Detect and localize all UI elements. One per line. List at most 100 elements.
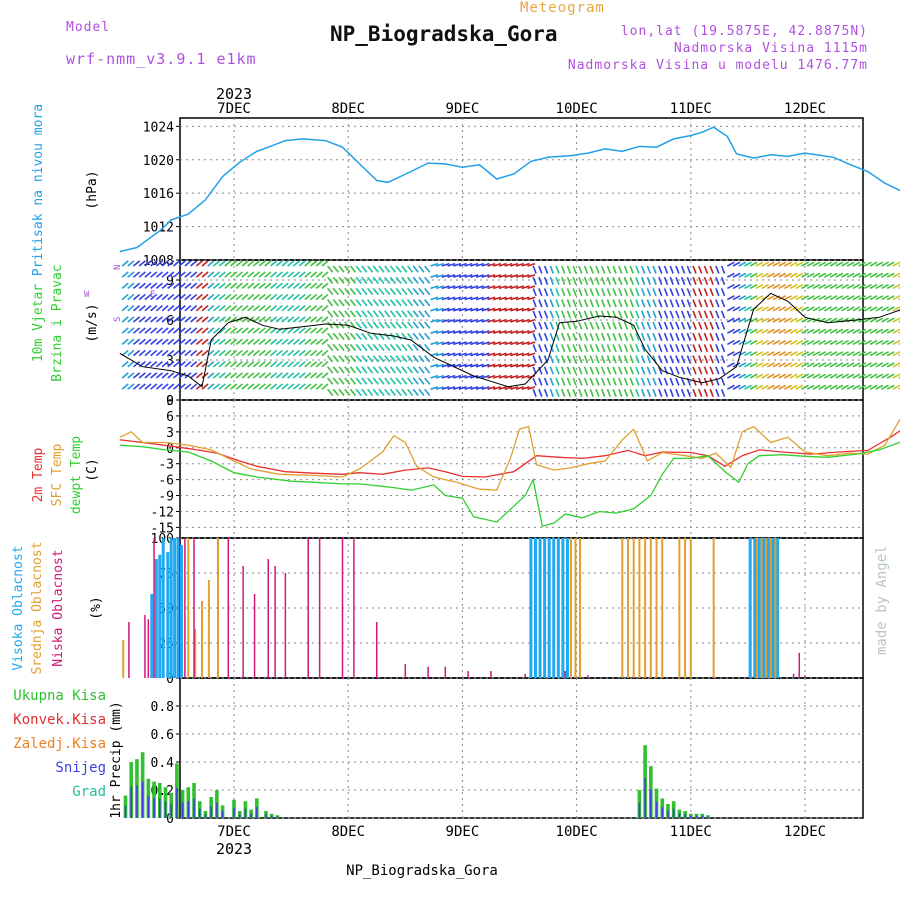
precip-snow-bar <box>164 801 167 818</box>
wind-barb <box>640 332 646 341</box>
wind-barb <box>475 296 484 301</box>
wind-barb <box>424 355 431 363</box>
wind-barb <box>281 361 289 368</box>
wind-barb <box>504 341 513 346</box>
wind-barb <box>640 265 646 274</box>
wind-barb <box>812 328 821 334</box>
precip-snow-bar <box>210 806 212 818</box>
wind-barb <box>498 330 507 334</box>
wind-barb <box>218 316 226 323</box>
wind-barb <box>566 332 572 341</box>
wind-barb <box>361 377 368 385</box>
wind-barb <box>543 276 549 285</box>
wind-barb <box>852 328 861 334</box>
wind-barb <box>606 276 612 285</box>
temp-2m-line <box>119 430 900 478</box>
wind-barb <box>680 344 686 353</box>
wind-barb <box>121 361 129 368</box>
wind-barb <box>801 283 809 290</box>
wind-barb <box>487 341 496 346</box>
wind-barb <box>195 361 203 368</box>
wind-barb <box>566 299 572 308</box>
wind-barb <box>298 338 306 346</box>
precip-snow-bar <box>153 797 155 818</box>
wind-barb <box>504 330 513 334</box>
wind-barb <box>441 274 450 278</box>
wind-barb <box>441 363 450 368</box>
wind-barb <box>270 383 278 390</box>
wind-barb <box>818 328 827 334</box>
wind-barb <box>366 388 374 396</box>
wind-barb <box>361 321 368 329</box>
wind-barb <box>132 271 141 278</box>
wind-barb <box>298 293 306 301</box>
wind-barb <box>824 261 832 267</box>
wind-barb <box>578 388 583 397</box>
wind-barb <box>401 310 408 318</box>
wind-barb <box>527 352 536 357</box>
wind-barb <box>640 288 646 297</box>
precip-snow-bar <box>204 814 207 818</box>
wind-barb <box>492 386 502 390</box>
wind-barb <box>327 377 334 385</box>
wind-barb <box>315 327 323 334</box>
wind-barb <box>138 349 146 357</box>
wind-barb <box>583 388 589 397</box>
wind-barb <box>663 265 669 274</box>
wind-barb <box>292 316 301 323</box>
wind-barb <box>835 283 844 290</box>
wind-barb <box>669 276 674 285</box>
y-tick-label: 0 <box>166 812 174 827</box>
wind-barb <box>304 316 312 323</box>
wind-barb <box>441 262 450 267</box>
wind-barb <box>292 260 301 267</box>
wind-barb <box>309 327 318 334</box>
wind-barb <box>612 366 617 375</box>
wind-barb <box>132 293 141 301</box>
y-tick-label: 6 <box>166 410 174 425</box>
wind-barb <box>829 261 838 267</box>
wind-barb <box>361 310 368 318</box>
wind-barb <box>401 388 408 396</box>
wind-barb <box>675 321 680 330</box>
wind-barb <box>766 328 775 334</box>
wind-barb <box>532 377 537 386</box>
wind-barb <box>366 265 374 273</box>
wind-barb <box>487 262 496 267</box>
wind-barb <box>384 287 391 296</box>
wind-barb <box>395 310 402 318</box>
wind-barb <box>447 285 456 290</box>
precip-legend-1: Ukupna Kisa <box>13 688 106 704</box>
wind-barb <box>778 384 787 390</box>
wind-barb <box>720 332 726 341</box>
wind-barb <box>406 299 414 307</box>
wind-barb <box>595 366 600 375</box>
wind-barb <box>852 283 861 290</box>
wind-barb <box>366 310 374 318</box>
wind-barb <box>321 260 329 267</box>
wind-barb <box>595 310 600 319</box>
wind-barb <box>258 383 266 390</box>
wind-barb <box>304 271 312 278</box>
wind-barb <box>606 288 612 297</box>
wind-barb <box>190 349 198 357</box>
wind-barb <box>658 388 663 397</box>
wind-barb <box>606 366 612 375</box>
wind-barb <box>709 299 714 308</box>
wind-barb <box>167 316 175 323</box>
wind-barb <box>864 351 872 357</box>
wind-barb <box>298 260 306 267</box>
wind-barb <box>738 261 747 267</box>
wind-barb <box>784 373 792 379</box>
wind-barb <box>589 366 594 375</box>
wind-barb <box>161 338 169 346</box>
wind-barb <box>561 310 566 319</box>
wind-barb <box>555 388 560 397</box>
wind-barb <box>172 260 181 267</box>
wind-barb <box>401 355 408 363</box>
wind-barb <box>470 386 479 390</box>
wind-barb <box>543 344 549 353</box>
wind-barb <box>315 372 323 379</box>
wind-barb <box>270 282 278 290</box>
wind-barb <box>167 361 175 368</box>
